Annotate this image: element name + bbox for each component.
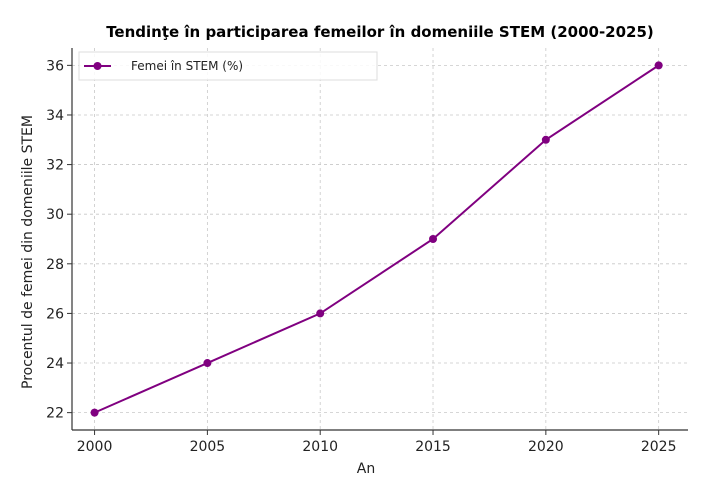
y-tick-label: 36 — [46, 58, 64, 74]
x-tick-label: 2025 — [641, 439, 677, 455]
chart-title: Tendinţe în participarea femeilor în dom… — [106, 23, 654, 41]
x-axis-label: An — [357, 461, 375, 477]
y-tick-label: 26 — [46, 306, 64, 322]
x-tick-label: 2015 — [415, 439, 451, 455]
data-point — [654, 61, 663, 70]
legend-label: Femei în STEM (%) — [131, 59, 243, 73]
y-tick-label: 22 — [46, 406, 64, 422]
axes — [71, 48, 688, 431]
y-tick-label: 24 — [46, 356, 64, 372]
x-tick-label: 2000 — [77, 439, 113, 455]
x-tick-label: 2020 — [528, 439, 564, 455]
tick-labels: 2000 2005 2010 2015 2020 2025 22 24 26 28 30 32 34 36 — [46, 58, 676, 455]
series-line — [94, 64, 660, 414]
legend-box — [78, 51, 378, 81]
legend-marker-icon — [93, 62, 102, 70]
data-point — [90, 408, 99, 417]
data-point — [203, 359, 212, 368]
y-tick-label: 34 — [46, 108, 64, 124]
y-tick-label: 28 — [46, 257, 64, 273]
data-point — [429, 235, 438, 243]
y-tick-label: 30 — [46, 207, 64, 223]
x-tick-label: 2010 — [302, 439, 338, 455]
x-tick-label: 2005 — [190, 439, 226, 455]
data-point — [541, 135, 550, 144]
series-layer — [90, 61, 663, 417]
y-axis-label: Procentul de femei din domeniile STEM — [20, 115, 36, 389]
legend: Femei în STEM (%) — [78, 51, 378, 81]
y-tick-label: 32 — [46, 158, 64, 174]
data-point — [316, 309, 325, 318]
